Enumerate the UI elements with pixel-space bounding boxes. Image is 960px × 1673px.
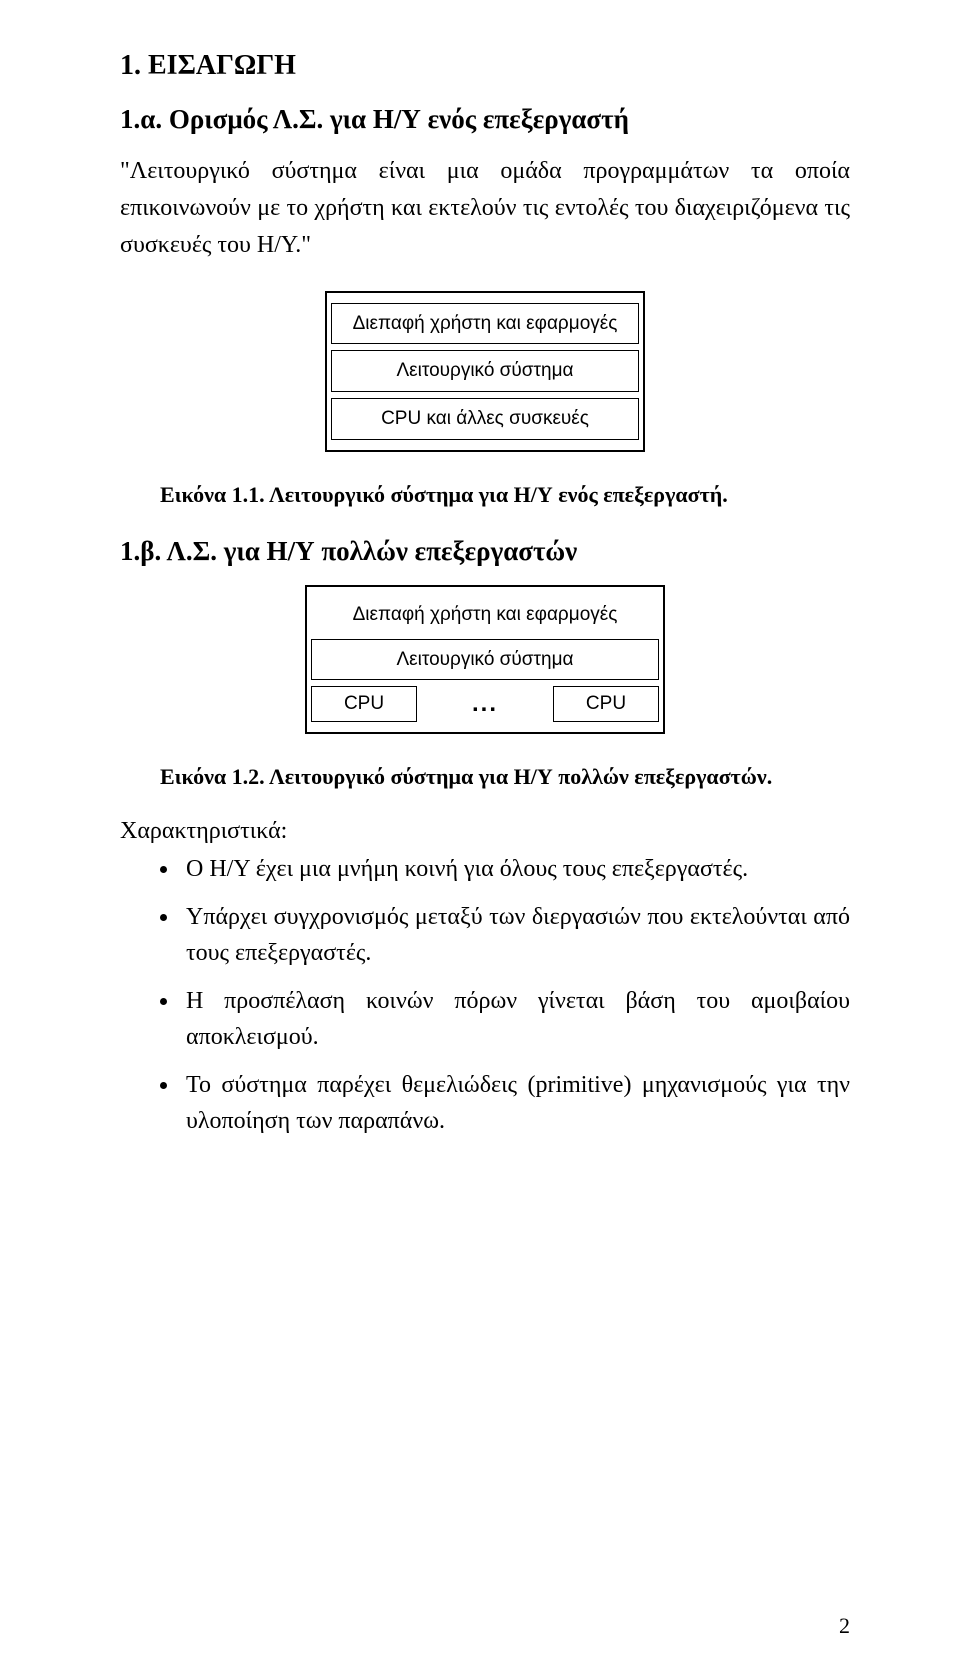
diagram-2-container: Διεπαφή χρήστη και εφαρμογές Λειτουργικό… [120,585,850,735]
diagram-2-cpu-left: CPU [311,686,417,722]
caption-figure-1: Εικόνα 1.1. Λειτουργικό σύστημα για Η/Υ … [120,482,850,508]
page: 1. ΕΙΣΑΓΩΓΗ 1.α. Ορισμός Λ.Σ. για Η/Υ εν… [0,0,960,1673]
list-item: Το σύστημα παρέχει θεμελιώδεις (primitiv… [180,1067,850,1139]
heading-section-b: 1.β. Λ.Σ. για Η/Υ πολλών επεξεργαστών [120,536,850,567]
diagram-2-row-1: Διεπαφή χρήστη και εφαρμογές [311,597,659,633]
diagram-1-row-2: Λειτουργικό σύστημα [331,350,639,392]
characteristics-list: Ο Η/Υ έχει μια μνήμη κοινή για όλους του… [120,851,850,1139]
heading-section-a: 1.α. Ορισμός Λ.Σ. για Η/Υ ενός επεξεργασ… [120,104,850,135]
diagram-2-ellipsis: ... [472,690,498,718]
diagram-1: Διεπαφή χρήστη και εφαρμογές Λειτουργικό… [325,291,645,452]
heading-main: 1. ΕΙΣΑΓΩΓΗ [120,50,850,82]
diagram-2-cpu-right: CPU [553,686,659,722]
characteristics-label: Χαρακτηριστικά: [120,818,850,845]
diagram-1-row-1: Διεπαφή χρήστη και εφαρμογές [331,303,639,345]
caption-figure-2: Εικόνα 1.2. Λειτουργικό σύστημα για Η/Υ … [120,764,850,790]
diagram-2-cpu-row: CPU ... CPU [311,686,659,722]
paragraph-definition: "Λειτουργικό σύστημα είναι μια ομάδα προ… [120,153,850,265]
page-number: 2 [839,1613,850,1639]
list-item: Ο Η/Υ έχει μια μνήμη κοινή για όλους του… [180,851,850,887]
list-item: Η προσπέλαση κοινών πόρων γίνεται βάση τ… [180,983,850,1055]
list-item: Υπάρχει συγχρονισμός μεταξύ των διεργασι… [180,899,850,971]
diagram-2-row-2: Λειτουργικό σύστημα [311,639,659,681]
diagram-1-container: Διεπαφή χρήστη και εφαρμογές Λειτουργικό… [120,291,850,452]
diagram-1-row-3: CPU και άλλες συσκευές [331,398,639,440]
diagram-2: Διεπαφή χρήστη και εφαρμογές Λειτουργικό… [305,585,665,735]
